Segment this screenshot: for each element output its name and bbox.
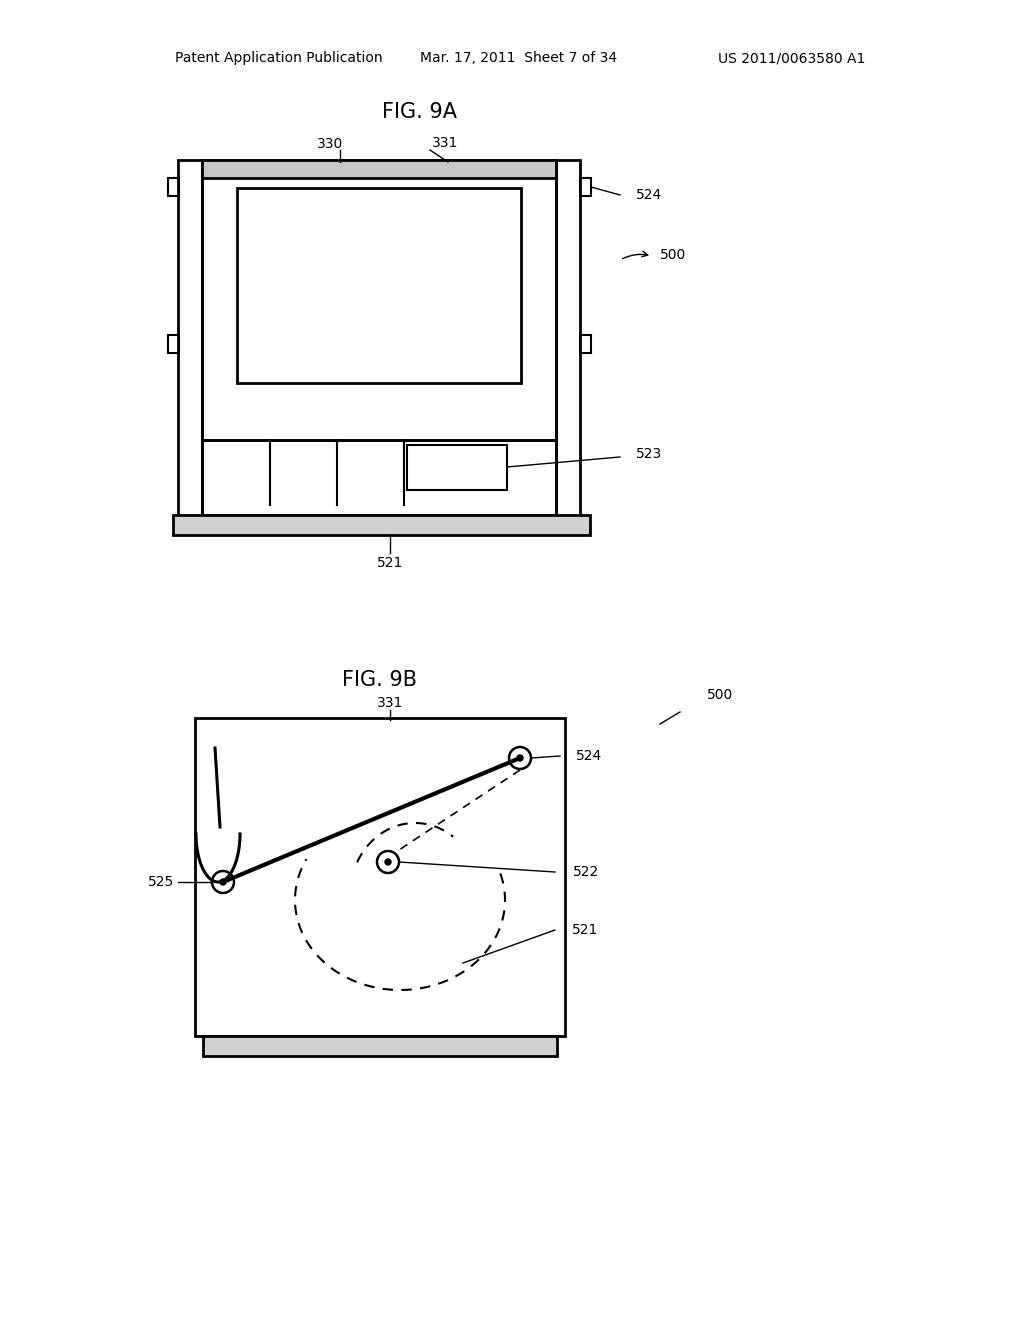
Text: 525: 525 (148, 875, 174, 888)
Text: FIG. 9A: FIG. 9A (383, 102, 458, 121)
Text: 500: 500 (707, 688, 733, 702)
Bar (580, 335, 591, 352)
Bar (168, 178, 179, 195)
Bar (407, 445, 507, 490)
Text: 500: 500 (660, 248, 686, 261)
Bar (195, 718, 565, 1036)
Bar (202, 160, 556, 178)
Circle shape (517, 755, 523, 762)
Text: Mar. 17, 2011  Sheet 7 of 34: Mar. 17, 2011 Sheet 7 of 34 (420, 51, 617, 65)
Bar (556, 160, 580, 525)
Text: FIG. 9B: FIG. 9B (342, 671, 418, 690)
Text: 330: 330 (316, 137, 343, 150)
Bar (173, 515, 590, 535)
Text: 331: 331 (432, 136, 458, 150)
Text: 331: 331 (377, 696, 403, 710)
Bar (168, 335, 179, 352)
Text: 524: 524 (636, 187, 663, 202)
Bar (202, 160, 556, 440)
Circle shape (220, 879, 226, 884)
Bar (203, 1036, 557, 1056)
Bar (580, 178, 591, 195)
Bar (178, 160, 202, 525)
Text: 521: 521 (572, 923, 598, 937)
Text: 524: 524 (575, 748, 602, 763)
Text: 523: 523 (636, 447, 663, 461)
Text: 522: 522 (573, 865, 599, 879)
Text: Patent Application Publication: Patent Application Publication (175, 51, 383, 65)
Bar (202, 440, 556, 515)
Circle shape (385, 859, 391, 865)
Bar (237, 187, 521, 383)
Text: US 2011/0063580 A1: US 2011/0063580 A1 (718, 51, 865, 65)
Text: 521: 521 (377, 556, 403, 570)
